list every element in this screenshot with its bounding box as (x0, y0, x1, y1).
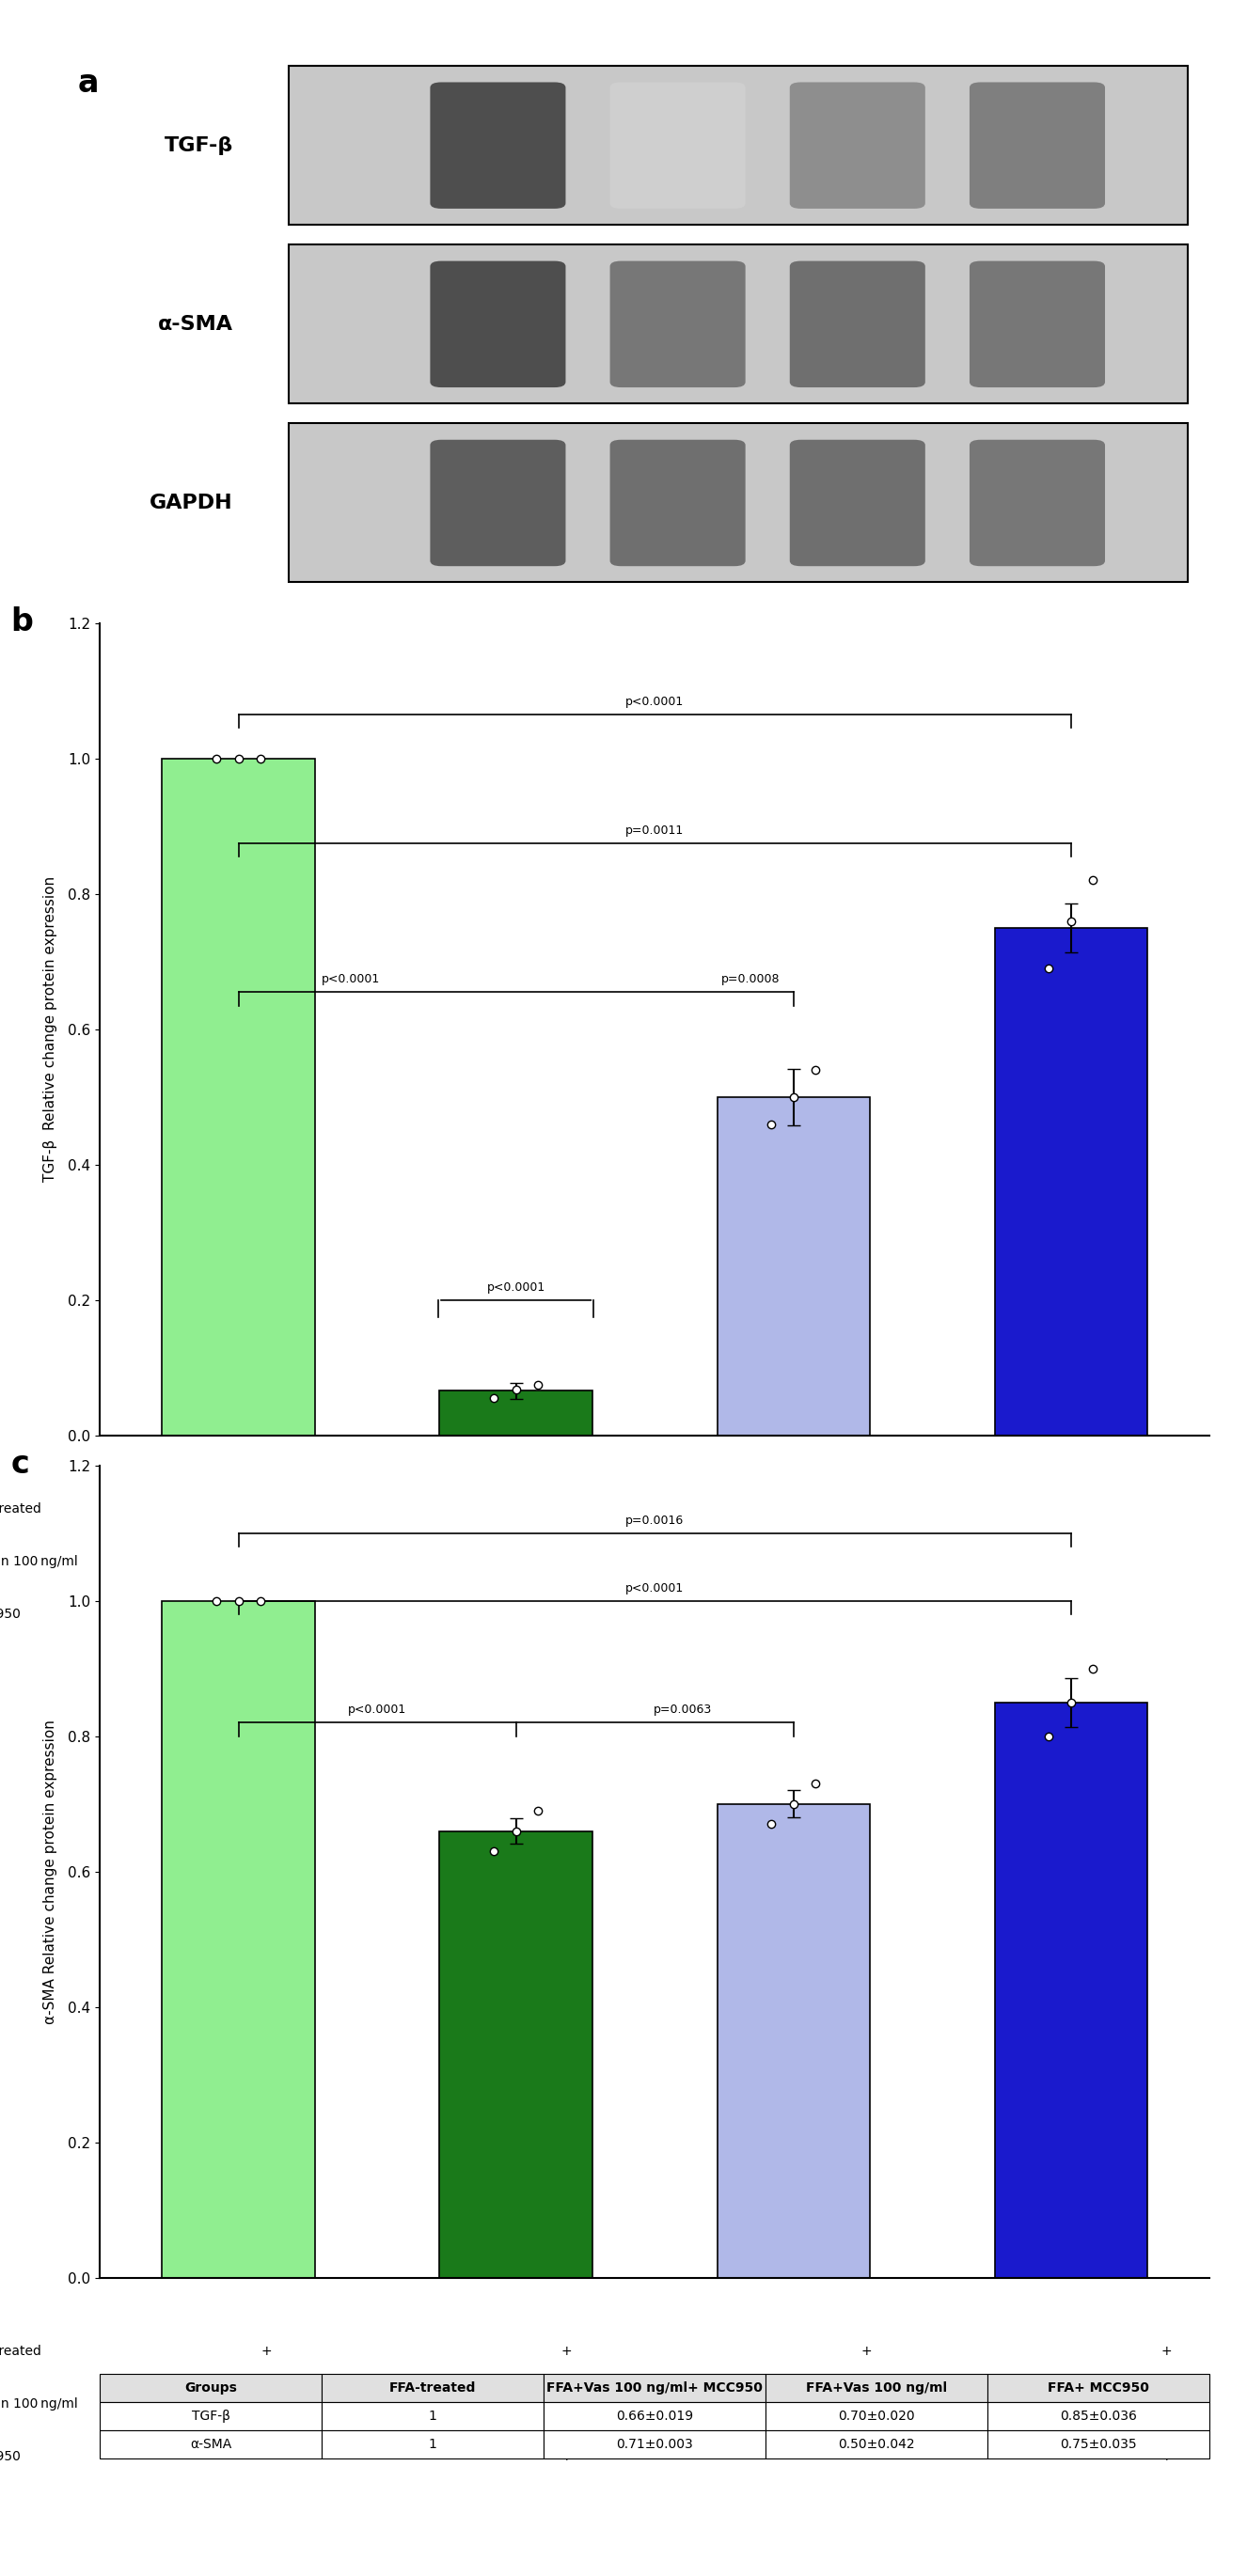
Text: +: + (860, 2398, 872, 2411)
FancyBboxPatch shape (969, 260, 1105, 386)
Bar (162, 1600, 314, 2277)
Text: FFA-treated: FFA-treated (0, 2344, 41, 2357)
Text: MCC950: MCC950 (0, 2450, 21, 2463)
Bar (288, 245, 1187, 404)
Text: -: - (864, 2450, 868, 2463)
FancyBboxPatch shape (969, 440, 1105, 567)
Bar (995, 1703, 1147, 2277)
FancyBboxPatch shape (789, 440, 925, 567)
Text: +: + (261, 2344, 272, 2357)
Text: p<0.0001: p<0.0001 (486, 1280, 545, 1293)
Text: p=0.0008: p=0.0008 (721, 974, 779, 984)
FancyBboxPatch shape (430, 440, 566, 567)
Text: b: b (11, 608, 34, 639)
Bar (288, 67, 1187, 224)
Y-axis label: α-SMA Relative change protein expression: α-SMA Relative change protein expression (44, 1718, 57, 2025)
Text: +: + (1161, 2344, 1172, 2357)
Text: c: c (11, 1450, 30, 1481)
Text: p=0.0011: p=0.0011 (626, 824, 683, 837)
FancyBboxPatch shape (430, 260, 566, 386)
Text: p=0.0016: p=0.0016 (626, 1515, 683, 1528)
Text: +: + (561, 1607, 571, 1620)
FancyBboxPatch shape (610, 440, 746, 567)
Bar (995, 927, 1147, 1435)
Text: -: - (864, 1607, 868, 1620)
FancyBboxPatch shape (969, 82, 1105, 209)
Text: p<0.0001: p<0.0001 (626, 1582, 683, 1595)
Text: α-SMA: α-SMA (157, 314, 233, 332)
Text: GAPDH: GAPDH (150, 495, 233, 513)
Text: -: - (1163, 2398, 1168, 2411)
Text: FFA-treated: FFA-treated (0, 1502, 41, 1515)
Text: -: - (264, 1556, 268, 1569)
Text: +: + (561, 2344, 571, 2357)
FancyBboxPatch shape (789, 82, 925, 209)
Text: +: + (561, 1556, 571, 1569)
Text: p<0.0001: p<0.0001 (322, 974, 380, 984)
Text: Vaspin 100 ng/ml: Vaspin 100 ng/ml (0, 2398, 79, 2411)
Text: -: - (1163, 1556, 1168, 1569)
Text: +: + (860, 1556, 872, 1569)
FancyBboxPatch shape (789, 260, 925, 386)
Text: +: + (1161, 2450, 1172, 2463)
Text: Vaspin 100 ng/ml: Vaspin 100 ng/ml (0, 1556, 79, 1569)
Text: +: + (860, 1502, 872, 1515)
Bar (162, 757, 314, 1435)
Text: a: a (77, 67, 99, 98)
Text: +: + (561, 2450, 571, 2463)
Text: +: + (1161, 1607, 1172, 1620)
Text: +: + (1161, 1502, 1172, 1515)
Y-axis label: TGF-β  Relative change protein expression: TGF-β Relative change protein expression (44, 876, 57, 1182)
Bar (440, 1391, 592, 1435)
Text: +: + (860, 2344, 872, 2357)
Bar (717, 1097, 869, 1435)
Text: p<0.0001: p<0.0001 (626, 696, 683, 708)
Text: -: - (264, 1607, 268, 1620)
Text: p=0.0063: p=0.0063 (653, 1703, 712, 1716)
Text: +: + (561, 1502, 571, 1515)
Text: +: + (261, 1502, 272, 1515)
Text: TGF-β: TGF-β (165, 137, 233, 155)
Text: -: - (264, 2398, 268, 2411)
Bar (717, 1803, 869, 2277)
Bar (288, 422, 1187, 582)
FancyBboxPatch shape (610, 260, 746, 386)
FancyBboxPatch shape (430, 82, 566, 209)
Bar (440, 1832, 592, 2277)
Text: +: + (561, 2398, 571, 2411)
FancyBboxPatch shape (610, 82, 746, 209)
Text: p<0.0001: p<0.0001 (348, 1703, 407, 1716)
Text: -: - (264, 2450, 268, 2463)
Text: MCC950: MCC950 (0, 1607, 21, 1620)
